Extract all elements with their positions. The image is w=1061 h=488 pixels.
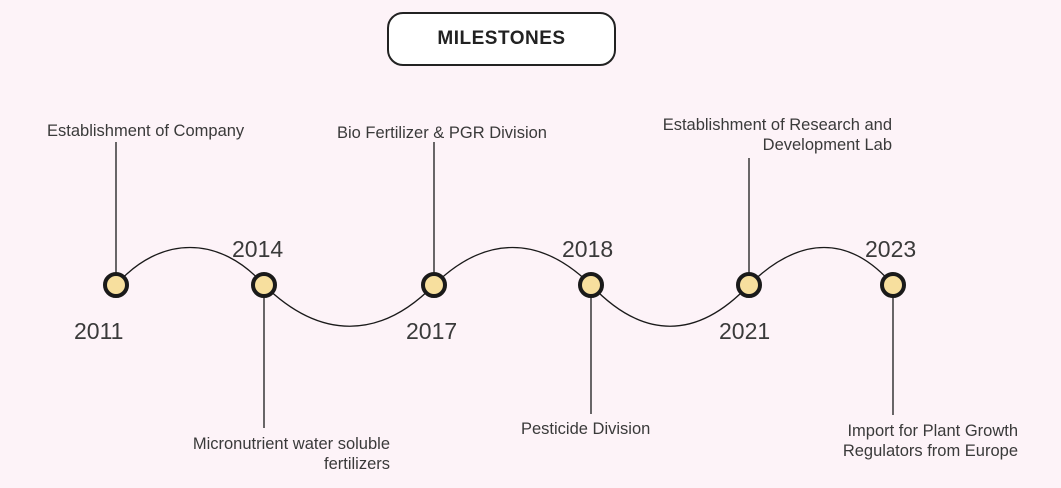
milestone-node-2011 xyxy=(103,272,129,298)
year-2017: 2017 xyxy=(406,318,458,344)
milestone-node-2018 xyxy=(578,272,604,298)
milestone-label-line: Establishment of Company xyxy=(47,122,245,140)
milestone-label-2017: Bio Fertilizer & PGR Division xyxy=(337,123,547,143)
milestone-label-line: Pesticide Division xyxy=(521,420,651,438)
milestone-label-line: Import for Plant Growth xyxy=(847,422,1018,440)
milestone-label-line: Regulators from Europe xyxy=(842,442,1018,460)
milestone-node-2021 xyxy=(736,272,762,298)
milestone-label-2014: Micronutrient water soluble fertilizers xyxy=(193,434,390,474)
milestone-label-line: Establishment of Research and xyxy=(662,116,892,134)
timeline-wave xyxy=(115,246,894,327)
milestone-label-2018: Pesticide Division xyxy=(521,419,650,439)
milestone-node-2017 xyxy=(421,272,447,298)
milestone-label-line: Development Lab xyxy=(762,136,892,154)
milestone-label-2011: Establishment of Company xyxy=(47,121,244,141)
year-2018: 2018 xyxy=(562,236,614,262)
milestone-label-line: Bio Fertilizer & PGR Division xyxy=(337,124,547,142)
page-title: MILESTONES xyxy=(387,12,616,66)
year-2023: 2023 xyxy=(865,236,917,262)
milestone-label-line: Micronutrient water soluble xyxy=(192,435,390,453)
milestone-label-2021: Establishment of Research and Developmen… xyxy=(663,115,892,155)
milestone-label-2023: Import for Plant Growth Regulators from … xyxy=(843,421,1018,461)
year-2014: 2014 xyxy=(232,236,284,262)
milestone-node-2023 xyxy=(880,272,906,298)
milestone-label-line: fertilizers xyxy=(323,455,390,473)
year-2011: 2011 xyxy=(74,318,124,344)
milestone-node-2014 xyxy=(251,272,277,298)
year-2021: 2021 xyxy=(719,318,771,344)
